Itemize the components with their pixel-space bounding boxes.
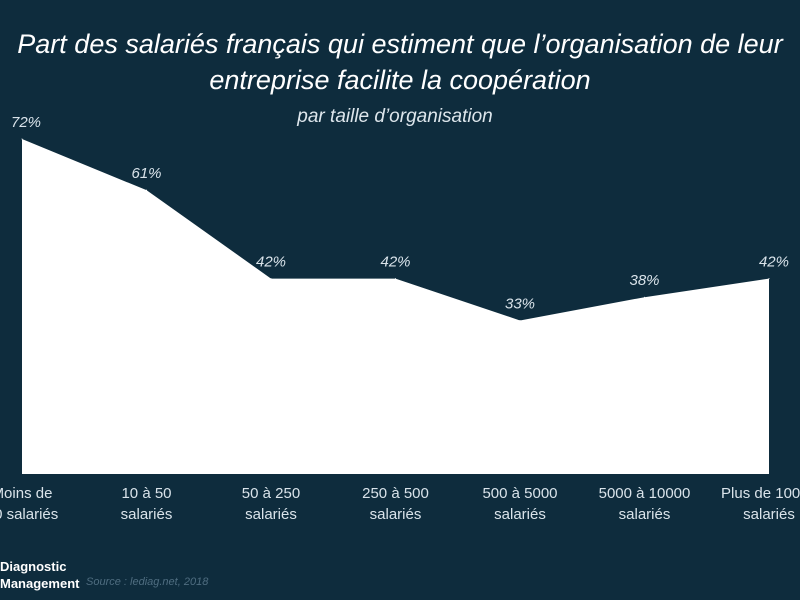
value-label: 42% <box>380 254 410 271</box>
data-point <box>146 189 147 191</box>
x-tick-label: 10 à 50 salariés <box>121 485 173 523</box>
data-point <box>270 278 272 280</box>
data-point <box>21 138 23 140</box>
data-point <box>519 319 521 321</box>
data-point <box>768 278 770 280</box>
chart-title: Part des salariés français qui estiment … <box>17 29 783 95</box>
value-label: 42% <box>759 254 789 271</box>
x-tick-label: 5000 à 10000 salariés <box>599 485 691 523</box>
value-label: 42% <box>256 254 286 271</box>
value-label: 61% <box>131 165 161 182</box>
x-tick-label: 50 à 250 salariés <box>242 485 300 523</box>
value-label: 33% <box>505 295 535 312</box>
source-note: Source : lediag.net, 2018 <box>86 576 209 588</box>
brand-logo: Diagnostic Management <box>0 558 79 592</box>
brand-line-1: Diagnostic <box>0 559 67 574</box>
x-tick-label: 250 à 500 salariés <box>362 485 429 523</box>
brand-line-2: Management <box>0 576 80 591</box>
x-tick-label: 500 à 5000 salariés <box>482 485 557 523</box>
chart-subtitle: par taille d’organisation <box>297 106 493 127</box>
value-label: 38% <box>629 272 659 289</box>
data-point <box>644 296 645 298</box>
area-series <box>22 139 769 474</box>
data-point <box>395 278 396 280</box>
value-label: 72% <box>11 114 41 131</box>
